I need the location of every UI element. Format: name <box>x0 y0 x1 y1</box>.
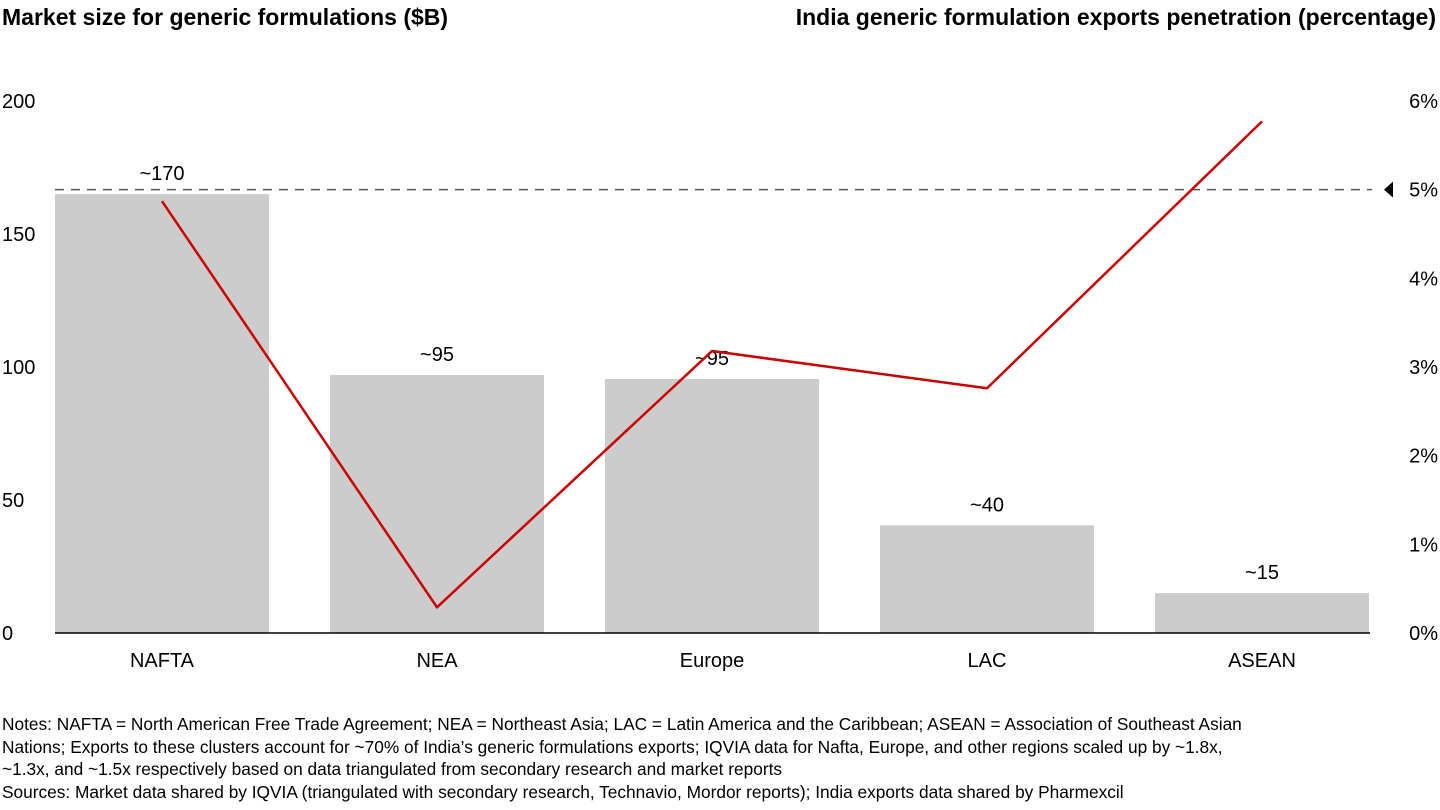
left-y-tick-label: 50 <box>2 490 24 512</box>
bar-nea <box>330 374 544 633</box>
bar-data-label: ~95 <box>420 344 454 366</box>
x-tick-label: LAC <box>968 650 1007 672</box>
sources-line: Sources: Market data shared by IQVIA (tr… <box>2 781 1124 802</box>
right-y-tick-label: 3% <box>1409 357 1438 379</box>
bar-data-label: ~95 <box>695 348 729 370</box>
combo-chart: ~170 NAFTA ~95 NEA ~95 Europe ~40 LAC ~15 ASEAN 0 5… <box>2 91 1438 672</box>
bar-asean <box>1155 593 1369 633</box>
bar-data-label: ~40 <box>970 494 1004 516</box>
right-y-tick-label: 2% <box>1409 446 1438 468</box>
right-y-tick-label: 4% <box>1409 268 1438 290</box>
notes: Notes: NAFTA = North American Free Trade… <box>2 713 1242 803</box>
left-y-tick-label: 0 <box>2 623 13 645</box>
notes-line: Notes: NAFTA = North American Free Trade… <box>2 714 1242 734</box>
bar-data-label: ~15 <box>1245 562 1279 584</box>
right-y-tick-label: 0% <box>1409 623 1438 645</box>
bar-nafta <box>55 194 269 633</box>
left-y-tick-label: 200 <box>2 91 35 113</box>
x-tick-label: NAFTA <box>130 650 195 672</box>
right-y-tick-label: 5% <box>1409 180 1438 202</box>
right-axis-title: India generic formulation exports penetr… <box>795 4 1436 30</box>
bar-europe <box>605 378 819 633</box>
x-tick-label: ASEAN <box>1228 650 1296 672</box>
reference-marker-icon <box>1384 181 1393 198</box>
bar-data-label: ~170 <box>139 163 184 185</box>
right-y-tick-label: 6% <box>1409 91 1438 113</box>
notes-line: Nations; Exports to these clusters accou… <box>2 736 1223 757</box>
x-tick-label: Europe <box>680 650 745 672</box>
left-y-tick-label: 100 <box>2 357 35 379</box>
notes-line: ~1.3x, and ~1.5x respectively based on d… <box>2 759 783 779</box>
x-tick-label: NEA <box>416 650 458 672</box>
left-axis-title: Market size for generic formulations ($B… <box>2 4 449 30</box>
right-y-tick-label: 1% <box>1409 534 1438 556</box>
left-y-tick-label: 150 <box>2 224 35 246</box>
bar-lac <box>880 525 1094 633</box>
